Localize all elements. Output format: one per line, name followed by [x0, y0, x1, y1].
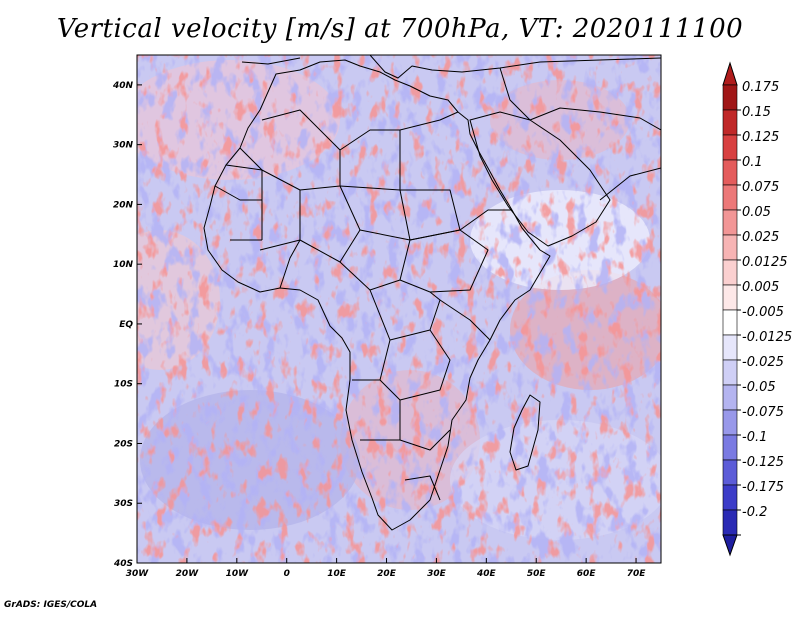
- colorbar-swatch: [722, 159, 738, 186]
- colorbar: 0.175 0.15 0.125 0.1 0.075 0.05 0.025 0.0125 0.0…: [722, 61, 792, 557]
- lat-tick-label: 20N: [113, 200, 134, 210]
- lon-tick-label: 40E: [476, 569, 497, 579]
- colorbar-label: 0.125: [742, 130, 779, 145]
- colorbar-swatch: [722, 259, 738, 286]
- colorbar-bottom-arrow: [722, 534, 738, 557]
- colorbar-swatch: [722, 409, 738, 436]
- colorbar-label: -0.005: [742, 305, 784, 320]
- lon-tick-label: 30W: [126, 569, 150, 579]
- lat-tick-label: 30N: [113, 141, 134, 151]
- colorbar-label: 0.05: [742, 205, 771, 220]
- colorbar-swatch: [722, 284, 738, 311]
- colorbar-label: -0.0125: [742, 330, 792, 345]
- colorbar-label: 0.0125: [742, 255, 788, 270]
- colorbar-swatch: [722, 84, 738, 111]
- plot-frame: [136, 54, 662, 564]
- lat-tick-label: 30S: [114, 499, 133, 509]
- colorbar-label: 0.075: [742, 180, 779, 195]
- lon-tick-label: 10E: [327, 569, 347, 579]
- colorbar-swatch: [722, 459, 738, 486]
- lat-tick-label: 40S: [113, 559, 133, 569]
- lat-tick-label: 20S: [114, 439, 133, 449]
- colorbar-label: 0.005: [742, 280, 779, 295]
- colorbar-label: -0.125: [742, 455, 784, 470]
- lon-tick-label: 10W: [226, 569, 250, 579]
- colorbar-swatch: [722, 334, 738, 361]
- colorbar-label: -0.2: [742, 505, 767, 520]
- colorbar-swatch: [722, 209, 738, 236]
- colorbar-label: -0.025: [742, 355, 784, 370]
- colorbar-label: -0.1: [742, 430, 767, 445]
- colorbar-label: 0.15: [742, 105, 771, 120]
- colorbar-swatch: [722, 509, 738, 536]
- colorbar-label: 0.175: [742, 80, 779, 95]
- colorbar-swatch: [722, 109, 738, 136]
- colorbar-label: -0.075: [742, 405, 784, 420]
- colorbar-swatch: [722, 309, 738, 336]
- lon-tick-label: 0: [284, 569, 290, 579]
- lat-tick-label: 10S: [114, 380, 133, 390]
- lon-tick-label: 70E: [627, 569, 647, 579]
- lon-tick-label: 20E: [377, 569, 397, 579]
- colorbar-swatch: [722, 359, 738, 386]
- colorbar-swatch: [722, 384, 738, 411]
- colorbar-label: -0.175: [742, 480, 784, 495]
- colorbar-swatch: [722, 434, 738, 461]
- colorbar-top-arrow: [722, 61, 738, 86]
- lat-tick-label: 40N: [112, 81, 134, 91]
- europe-coast: [369, 55, 661, 79]
- lon-tick-label: 60E: [577, 569, 597, 579]
- colorbar-label: -0.05: [742, 380, 776, 395]
- credit-label: GrADS: IGES/COLA: [4, 600, 98, 610]
- arabia-outline: [469, 111, 611, 247]
- lon-tick-label: 20W: [176, 569, 200, 579]
- colorbar-swatch: [722, 184, 738, 211]
- colorbar-label: 0.1: [742, 155, 763, 170]
- lat-tick-label: EQ: [119, 320, 133, 330]
- colorbar-label: 0.025: [742, 230, 779, 245]
- lon-tick-label: 30E: [427, 569, 447, 579]
- colorbar-swatch: [722, 484, 738, 511]
- africa-coastline: [203, 59, 551, 531]
- velocity-field: [137, 55, 661, 563]
- lat-tick-label: 10N: [113, 260, 134, 270]
- map-title: Vertical velocity [m/s] at 700hPa, VT: 2…: [56, 14, 744, 44]
- country-borders: [203, 55, 661, 531]
- axis-ticks: 30W 20W 10W 0 10E 20E 30E 40E 50E 60E 70E 40N 30N 20N…: [112, 81, 646, 579]
- colorbar-swatch: [722, 134, 738, 161]
- lon-tick-label: 50E: [527, 569, 547, 579]
- madagascar-outline: [509, 394, 541, 471]
- colorbar-swatch: [722, 234, 738, 261]
